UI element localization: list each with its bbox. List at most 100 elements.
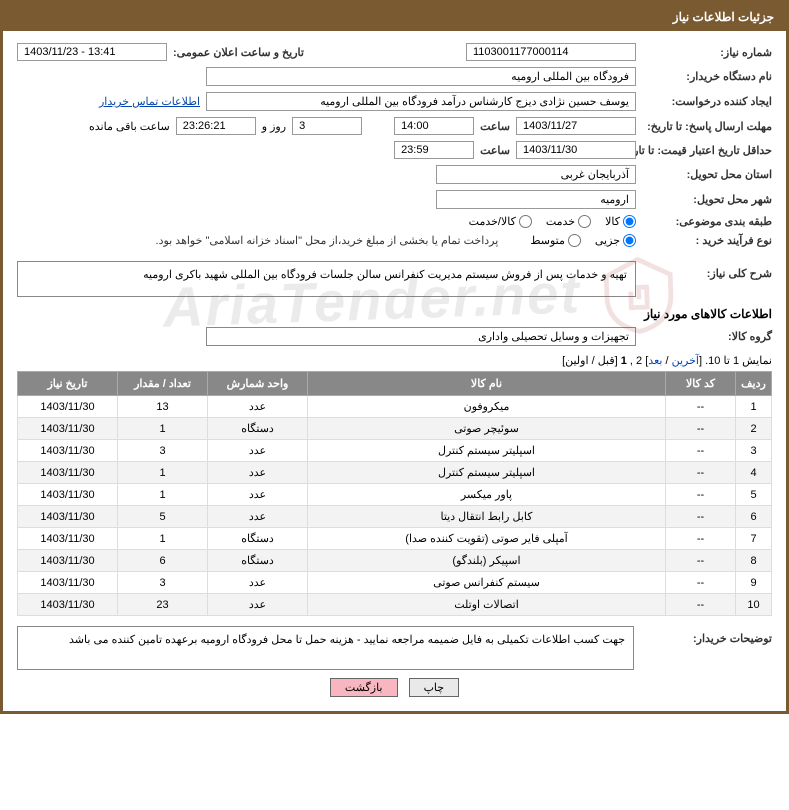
radio-goods[interactable]: کالا (605, 215, 636, 228)
table-row: 5--پاور میکسرعدد11403/11/30 (18, 484, 772, 506)
cell-name: میکروفون (308, 396, 666, 418)
print-button[interactable]: چاپ (409, 678, 460, 697)
radio-small[interactable]: جزیی (595, 234, 636, 247)
cell-row: 7 (736, 528, 772, 550)
table-row: 10--اتصالات اوتلتعدد231403/11/30 (18, 594, 772, 616)
cell-qty: 3 (118, 440, 208, 462)
cell-date: 1403/11/30 (18, 396, 118, 418)
back-button[interactable]: بازگشت (330, 678, 398, 697)
radio-service-input[interactable] (578, 215, 591, 228)
purchase-note: پرداخت تمام یا بخشی از مبلغ خرید،از محل … (156, 234, 499, 247)
reply-date-value: 1403/11/27 (516, 117, 636, 135)
cell-qty: 3 (118, 572, 208, 594)
radio-both[interactable]: کالا/خدمت (469, 215, 532, 228)
th-row: ردیف (736, 372, 772, 396)
buyer-org-label: نام دستگاه خریدار: (642, 70, 772, 83)
city-value: ارومیه (436, 190, 636, 209)
cell-unit: عدد (208, 572, 308, 594)
radio-medium[interactable]: متوسط (530, 234, 581, 247)
main-panel: جزئیات اطلاعات نیاز شماره نیاز: 11030011… (0, 0, 789, 714)
cell-row: 6 (736, 506, 772, 528)
buyer-notes-box: جهت کسب اطلاعات تکمیلی به فایل ضمیمه مرا… (17, 626, 634, 670)
announce-dt-value: 1403/11/23 - 13:41 (17, 43, 167, 61)
time-label-1: ساعت (480, 120, 510, 133)
table-row: 2--سوئیچر صوتیدستگاه11403/11/30 (18, 418, 772, 440)
cell-name: اتصالات اوتلت (308, 594, 666, 616)
cell-code: -- (666, 506, 736, 528)
cell-row: 1 (736, 396, 772, 418)
pager-last-link[interactable]: آخرین (672, 355, 699, 367)
table-row: 9--سیستم کنفرانس صوتیعدد31403/11/30 (18, 572, 772, 594)
table-row: 3--اسپلیتر سیستم کنترلعدد31403/11/30 (18, 440, 772, 462)
cell-unit: عدد (208, 594, 308, 616)
buyer-contact-link[interactable]: اطلاعات تماس خریدار (99, 95, 200, 108)
cell-qty: 5 (118, 506, 208, 528)
purchase-type-label: نوع فرآیند خرید : (642, 234, 772, 247)
cell-unit: دستگاه (208, 528, 308, 550)
cell-row: 10 (736, 594, 772, 616)
cell-code: -- (666, 484, 736, 506)
cell-date: 1403/11/30 (18, 484, 118, 506)
radio-service[interactable]: خدمت (546, 215, 591, 228)
cell-unit: عدد (208, 396, 308, 418)
cell-code: -- (666, 594, 736, 616)
cell-code: -- (666, 572, 736, 594)
cell-name: سوئیچر صوتی (308, 418, 666, 440)
th-code: کد کالا (666, 372, 736, 396)
pager-prefix: نمایش 1 تا 10. [ (699, 355, 772, 367)
cell-name: کابل رابط انتقال دیتا (308, 506, 666, 528)
cell-name: اسپلیتر سیستم کنترل (308, 440, 666, 462)
announce-dt-label: تاریخ و ساعت اعلان عمومی: (173, 46, 304, 59)
cell-code: -- (666, 462, 736, 484)
row-requester: ایجاد کننده درخواست: یوسف حسین نژادی دیز… (17, 92, 772, 111)
cell-qty: 6 (118, 550, 208, 572)
cell-code: -- (666, 550, 736, 572)
th-unit: واحد شمارش (208, 372, 308, 396)
cell-row: 5 (736, 484, 772, 506)
row-purchase-type: نوع فرآیند خرید : جزیی متوسط پرداخت تمام… (17, 234, 772, 247)
cell-qty: 1 (118, 484, 208, 506)
goods-info-title: اطلاعات کالاهای مورد نیاز (17, 307, 772, 321)
cell-unit: عدد (208, 506, 308, 528)
radio-goods-input[interactable] (623, 215, 636, 228)
category-radio-group: کالا خدمت کالا/خدمت (469, 215, 636, 228)
purchase-radio-group: جزیی متوسط (530, 234, 636, 247)
general-desc-label: شرح کلی نیاز: (642, 261, 772, 280)
radio-medium-input[interactable] (568, 234, 581, 247)
cell-row: 8 (736, 550, 772, 572)
cell-row: 3 (736, 440, 772, 462)
cell-unit: دستگاه (208, 550, 308, 572)
requester-value: یوسف حسین نژادی دیزج کارشناس درآمد فرودگ… (206, 92, 636, 111)
remaining-suffix: ساعت باقی مانده (89, 120, 170, 133)
cell-date: 1403/11/30 (18, 594, 118, 616)
cell-row: 9 (736, 572, 772, 594)
cell-name: سیستم کنفرانس صوتی (308, 572, 666, 594)
row-category: طبقه بندی موضوعی: کالا خدمت کالا/خدمت (17, 215, 772, 228)
radio-small-input[interactable] (623, 234, 636, 247)
province-value: آذربایجان غربی (436, 165, 636, 184)
table-row: 4--اسپلیتر سیستم کنترلعدد11403/11/30 (18, 462, 772, 484)
pager-next-link[interactable]: بعد (648, 355, 662, 367)
pager: نمایش 1 تا 10. [آخرین / بعد] 2 , 1 [قبل … (17, 354, 772, 367)
button-row: چاپ بازگشت (17, 670, 772, 701)
cell-qty: 1 (118, 462, 208, 484)
min-valid-label: حداقل تاریخ اعتبار قیمت: تا تاریخ: (642, 144, 772, 157)
pager-current: 1 (621, 355, 627, 367)
radio-service-label: خدمت (546, 215, 575, 228)
radio-both-input[interactable] (519, 215, 532, 228)
pager-suffix: [قبل / اولین] (562, 355, 621, 367)
requester-label: ایجاد کننده درخواست: (642, 95, 772, 108)
row-need-no: شماره نیاز: 1103001177000114 تاریخ و ساع… (17, 43, 772, 61)
buyer-org-value: فرودگاه بین المللی ارومیه (206, 67, 636, 86)
cell-unit: دستگاه (208, 418, 308, 440)
cell-date: 1403/11/30 (18, 572, 118, 594)
th-name: نام کالا (308, 372, 666, 396)
cell-date: 1403/11/30 (18, 550, 118, 572)
row-min-valid: حداقل تاریخ اعتبار قیمت: تا تاریخ: 1403/… (17, 141, 772, 159)
th-qty: تعداد / مقدار (118, 372, 208, 396)
panel-title: جزئیات اطلاعات نیاز (3, 3, 786, 31)
city-label: شهر محل تحویل: (642, 193, 772, 206)
general-desc-box: تهیه و خدمات پس از فروش سیستم مدیریت کنف… (17, 261, 636, 297)
cell-code: -- (666, 528, 736, 550)
cell-row: 4 (736, 462, 772, 484)
